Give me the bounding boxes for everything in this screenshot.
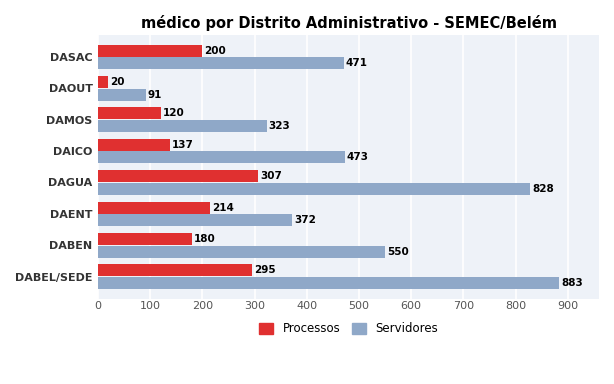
Text: 307: 307 xyxy=(260,171,282,181)
Bar xyxy=(98,139,169,151)
Text: 180: 180 xyxy=(194,234,216,244)
Legend: Processos, Servidores: Processos, Servidores xyxy=(254,318,443,340)
Text: 550: 550 xyxy=(387,247,409,257)
Bar xyxy=(98,202,210,214)
Text: 200: 200 xyxy=(204,46,226,56)
Bar xyxy=(98,108,161,119)
Text: 20: 20 xyxy=(111,77,125,87)
Bar xyxy=(98,183,530,195)
Text: 883: 883 xyxy=(561,278,583,288)
Text: 120: 120 xyxy=(163,108,185,118)
Text: 372: 372 xyxy=(294,215,316,225)
Bar xyxy=(98,151,345,163)
Text: 295: 295 xyxy=(254,265,276,275)
Bar xyxy=(98,277,559,289)
Bar xyxy=(98,265,252,276)
Bar xyxy=(98,57,344,69)
Bar xyxy=(98,214,292,226)
Bar xyxy=(98,246,385,258)
Bar xyxy=(98,170,258,182)
Text: 137: 137 xyxy=(172,140,193,150)
Bar xyxy=(98,120,266,132)
Title: médico por Distrito Administrativo - SEMEC/Belém: médico por Distrito Administrativo - SEM… xyxy=(141,15,556,31)
Text: 828: 828 xyxy=(532,184,554,194)
Bar xyxy=(98,233,192,245)
Bar xyxy=(98,89,146,101)
Text: 473: 473 xyxy=(347,152,369,162)
Bar xyxy=(98,76,109,88)
Text: 323: 323 xyxy=(269,121,290,131)
Text: 91: 91 xyxy=(147,89,162,99)
Text: 471: 471 xyxy=(346,58,368,68)
Text: 214: 214 xyxy=(212,203,234,213)
Bar xyxy=(98,45,203,56)
